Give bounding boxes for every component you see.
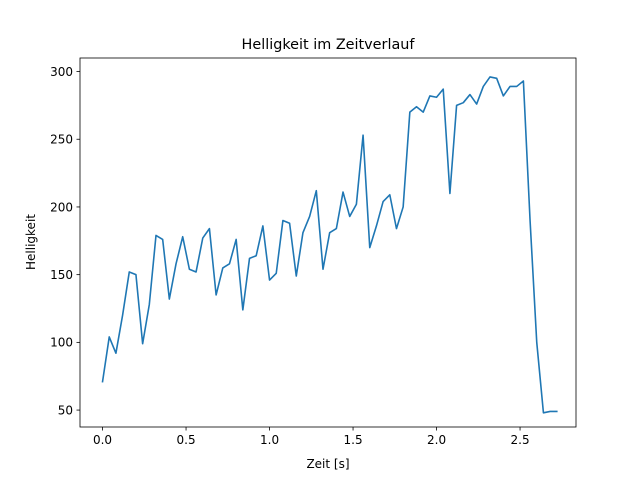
y-tick-label: 50 <box>58 403 73 417</box>
plot-frame <box>79 57 577 428</box>
x-tick-label: 1.0 <box>260 433 279 447</box>
y-tick-label: 200 <box>50 200 73 214</box>
y-tick-label: 100 <box>50 336 73 350</box>
x-axis-label: Zeit [s] <box>306 457 349 471</box>
chart-title: Helligkeit im Zeitverlauf <box>242 37 416 53</box>
x-tick-label: 2.0 <box>427 433 446 447</box>
y-tick-label: 250 <box>50 133 73 147</box>
y-axis-label: Helligkeit <box>24 214 38 270</box>
series-line-0 <box>101 76 558 414</box>
y-tick-label: 150 <box>50 268 73 282</box>
x-axis: 0.0 0.5 1.0 1.5 2.0 2.5 <box>93 427 530 447</box>
y-axis: 50 100 150 200 250 300 <box>50 65 80 417</box>
y-tick-label: 300 <box>50 65 73 79</box>
plot-area <box>101 76 558 414</box>
x-tick-label: 0.5 <box>177 433 196 447</box>
x-tick-label: 0.0 <box>93 433 112 447</box>
x-tick-label: 2.5 <box>511 433 530 447</box>
x-tick-label: 1.5 <box>344 433 363 447</box>
